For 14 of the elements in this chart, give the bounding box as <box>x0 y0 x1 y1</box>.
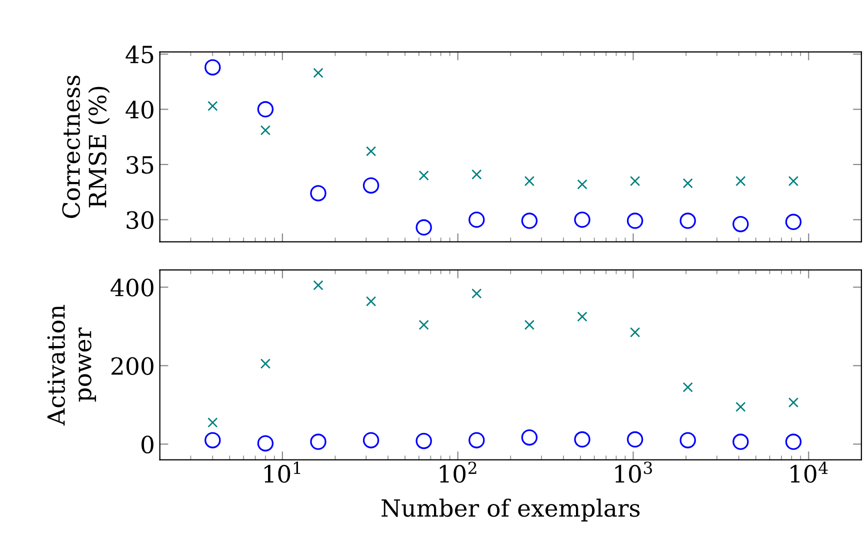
x-tick-label: 10$^{1}$ <box>264 462 300 483</box>
y-tick-label: 45 <box>126 46 154 64</box>
y-tick-label: 200 <box>112 357 154 375</box>
x-tick-label: 10$^{3}$ <box>615 462 652 483</box>
y-axis-title: Activation power <box>47 304 96 426</box>
y-tick-label: 30 <box>126 211 154 229</box>
y-tick-label: 400 <box>110 278 154 296</box>
y-axis-title: Correctness RMSE (%) <box>62 76 110 218</box>
y-tick-label: 0 <box>142 436 154 454</box>
y-tick-label: 40 <box>126 100 154 119</box>
y-tick-label: 35 <box>126 156 154 174</box>
x-axis-title: Number of exemplars <box>382 498 640 522</box>
x-tick-label: 10$^{2}$ <box>440 462 476 483</box>
x-tick-label: 10$^{4}$ <box>790 462 828 483</box>
